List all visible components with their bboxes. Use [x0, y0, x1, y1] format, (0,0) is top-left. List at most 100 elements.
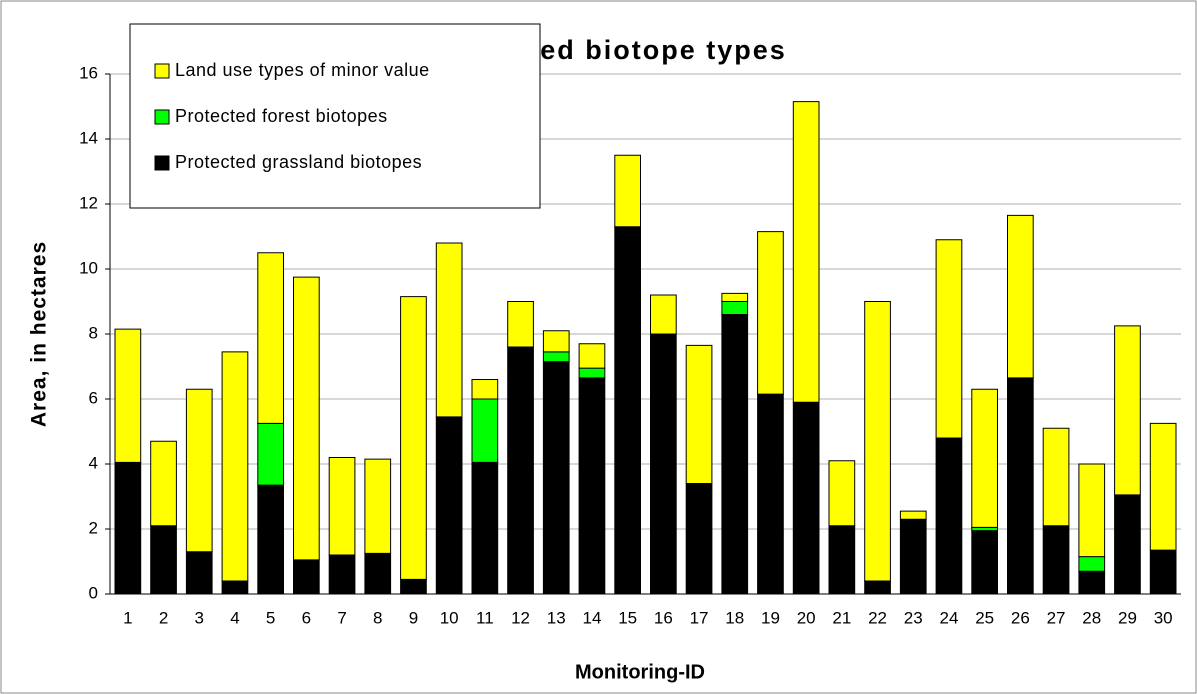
bar-segment: [1149, 422, 1177, 551]
bar-segment: [292, 276, 320, 561]
bar-segment: [935, 239, 963, 439]
bar-segment: [542, 351, 570, 363]
bar-segment: [150, 525, 177, 595]
bar-segment: [578, 377, 606, 595]
bar-segment: [1078, 570, 1106, 595]
bar-segment: [292, 559, 320, 595]
x-tick-label: 16: [654, 608, 673, 627]
x-tick-label: 21: [832, 608, 851, 627]
bar-segment: [400, 578, 427, 595]
x-tick-label: 5: [266, 608, 275, 627]
bar-segment: [1042, 525, 1070, 595]
bar-segment: [578, 343, 606, 369]
y-tick-label: 4: [89, 453, 98, 472]
x-tick-label: 12: [511, 608, 530, 627]
bar-segment: [971, 388, 999, 528]
y-tick-label: 10: [79, 258, 98, 277]
bar-segment: [257, 484, 285, 595]
x-tick-label: 9: [409, 608, 418, 627]
x-tick-label: 11: [476, 608, 494, 627]
x-tick-label: 6: [302, 608, 311, 627]
bar-segment: [792, 401, 820, 595]
x-tick-label: 25: [975, 608, 994, 627]
x-tick-label: 15: [618, 608, 637, 627]
bar-segment: [1006, 214, 1034, 379]
bar-segment: [328, 554, 356, 595]
x-tick-label: 27: [1047, 608, 1066, 627]
bar-segment: [721, 314, 749, 595]
legend-label: Protected forest biotopes: [175, 106, 388, 126]
x-tick-label: 2: [159, 608, 168, 627]
bar-segment: [471, 379, 499, 400]
x-tick-label: 3: [195, 608, 204, 627]
x-tick-label: 14: [582, 608, 601, 627]
bar-segment: [471, 398, 499, 463]
legend-swatch: [154, 109, 170, 125]
bar-segment: [614, 154, 642, 228]
bar-segment: [685, 483, 713, 595]
x-tick-label: 29: [1118, 608, 1137, 627]
x-tick-label: 17: [690, 608, 709, 627]
x-tick-label: 18: [725, 608, 744, 627]
bar-segment: [257, 252, 285, 424]
bar-segment: [1042, 427, 1070, 527]
x-axis-label: Monitoring-ID: [575, 661, 705, 683]
bar-segment: [1114, 325, 1141, 496]
x-tick-label: 10: [440, 608, 459, 627]
bar-segment: [757, 393, 784, 595]
bar-segment: [578, 367, 606, 379]
y-tick-label: 8: [89, 323, 98, 342]
bar-segment: [935, 437, 963, 595]
bar-segment: [185, 551, 213, 595]
legend-label: Land use types of minor value: [175, 60, 430, 80]
bar-segment: [649, 294, 677, 335]
x-tick-label: 28: [1082, 608, 1101, 627]
bar-segment: [221, 580, 249, 595]
bar-segment: [507, 346, 534, 595]
bar-segment: [649, 333, 677, 595]
bar-segment: [114, 461, 142, 595]
legend-box: [129, 23, 541, 209]
x-tick-label: 24: [939, 608, 958, 627]
y-tick-label: 12: [79, 193, 98, 212]
bar-segment: [471, 461, 499, 595]
bar-segment: [435, 416, 463, 595]
x-tick-label: 7: [337, 608, 346, 627]
y-tick-label: 2: [89, 518, 98, 537]
bar-segment: [435, 242, 463, 418]
x-tick-label: 1: [123, 608, 132, 627]
bar-segment: [364, 458, 392, 554]
bar-segment: [614, 226, 642, 595]
x-tick-label: 30: [1154, 608, 1173, 627]
legend-swatch: [154, 63, 170, 79]
bar-segment: [1078, 556, 1106, 572]
y-tick-label: 6: [89, 388, 98, 407]
bar-segment: [685, 344, 713, 484]
x-tick-label: 4: [230, 608, 239, 627]
bar-segment: [721, 292, 749, 302]
bar-segment: [721, 301, 749, 315]
y-tick-label: 0: [89, 583, 98, 602]
bar-segment: [828, 460, 856, 527]
bar-segment: [828, 525, 856, 595]
x-tick-label: 8: [373, 608, 382, 627]
bar-segment: [114, 328, 142, 463]
bar-segment: [1078, 463, 1106, 558]
bar-segment: [899, 510, 927, 520]
x-tick-label: 20: [797, 608, 816, 627]
bar-segment: [400, 296, 427, 580]
legend-swatch: [154, 155, 170, 171]
bar-segment: [971, 530, 999, 595]
bar-segment: [185, 388, 213, 553]
bar-segment: [864, 301, 891, 582]
bar-segment: [507, 301, 534, 348]
bar-segment: [899, 518, 927, 595]
x-tick-label: 23: [904, 608, 923, 627]
bar-segment: [1149, 549, 1177, 595]
y-axis-label: Area, in hectares: [28, 241, 51, 427]
bar-segment: [864, 580, 891, 595]
x-tick-label: 26: [1011, 608, 1030, 627]
bar-segment: [792, 101, 820, 403]
bar-segment: [1114, 494, 1141, 595]
